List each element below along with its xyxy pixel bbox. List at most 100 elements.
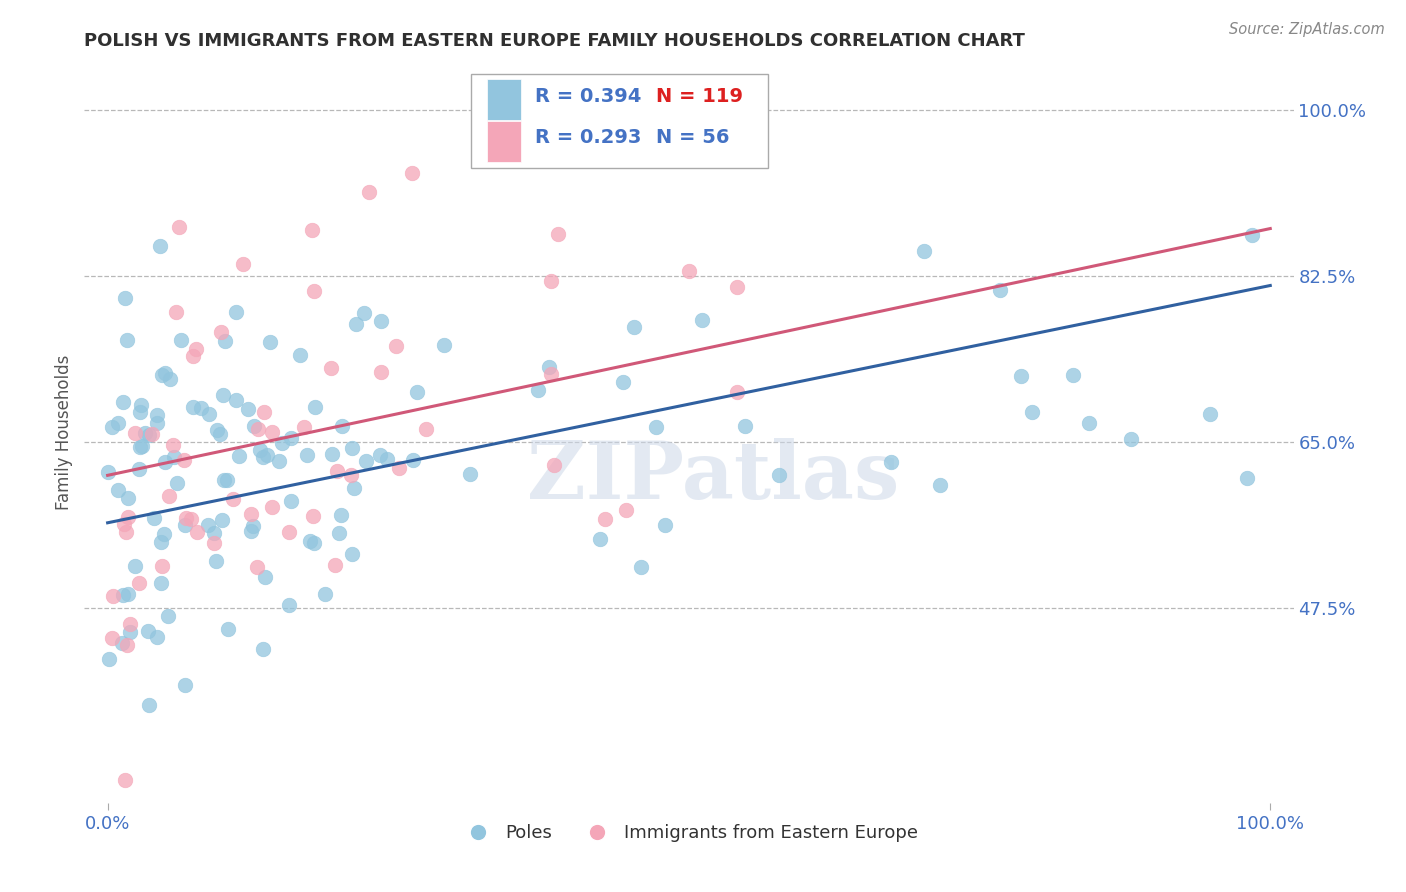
Point bbox=[547, 227, 569, 242]
Point bbox=[173, 453, 195, 467]
Point bbox=[153, 366, 176, 380]
Point bbox=[146, 409, 169, 423]
Point bbox=[302, 508, 325, 523]
Point bbox=[353, 305, 375, 319]
Point bbox=[240, 524, 263, 538]
Point bbox=[388, 461, 411, 475]
Text: R = 0.394: R = 0.394 bbox=[536, 87, 641, 105]
Point bbox=[115, 525, 138, 540]
Text: N = 119: N = 119 bbox=[657, 87, 744, 105]
Point bbox=[343, 481, 366, 495]
Point bbox=[253, 405, 276, 419]
Point bbox=[211, 387, 233, 401]
Point bbox=[167, 220, 190, 235]
Point bbox=[232, 257, 254, 271]
Point bbox=[153, 527, 176, 541]
Point bbox=[252, 642, 274, 657]
Point bbox=[644, 420, 666, 434]
Point bbox=[149, 575, 172, 590]
Point bbox=[246, 422, 269, 436]
FancyBboxPatch shape bbox=[486, 121, 520, 161]
Point bbox=[725, 280, 748, 294]
Point bbox=[120, 625, 142, 640]
Point bbox=[375, 451, 398, 466]
Point bbox=[1021, 404, 1043, 418]
Point bbox=[269, 454, 291, 468]
Point bbox=[211, 513, 233, 527]
Point bbox=[157, 609, 180, 624]
Point bbox=[129, 441, 152, 455]
Point bbox=[340, 547, 363, 561]
Point bbox=[527, 383, 550, 397]
Point bbox=[222, 491, 245, 506]
Point bbox=[401, 166, 423, 180]
Text: Source: ZipAtlas.com: Source: ZipAtlas.com bbox=[1229, 22, 1385, 37]
FancyBboxPatch shape bbox=[486, 79, 520, 120]
Point bbox=[212, 473, 235, 487]
Point bbox=[304, 400, 326, 414]
Point bbox=[242, 519, 264, 533]
Point bbox=[114, 291, 136, 305]
Point bbox=[202, 535, 225, 549]
Point bbox=[112, 517, 135, 532]
Point bbox=[259, 334, 281, 349]
Point bbox=[180, 512, 202, 526]
Point bbox=[145, 417, 167, 431]
Point bbox=[262, 425, 284, 439]
Point bbox=[238, 402, 260, 417]
Point bbox=[131, 439, 153, 453]
Point bbox=[299, 533, 322, 548]
Point bbox=[405, 385, 427, 400]
Point bbox=[254, 570, 277, 584]
Point bbox=[433, 337, 456, 351]
Point bbox=[278, 598, 301, 612]
Point bbox=[124, 558, 146, 573]
Point bbox=[157, 490, 180, 504]
Point bbox=[112, 394, 135, 409]
Point bbox=[115, 333, 138, 347]
Point bbox=[654, 517, 676, 532]
Point bbox=[543, 458, 565, 472]
Point bbox=[460, 467, 482, 481]
Point bbox=[217, 622, 239, 636]
Point bbox=[256, 448, 278, 462]
Point bbox=[136, 624, 159, 638]
Point bbox=[538, 359, 561, 374]
Point bbox=[225, 305, 247, 319]
Point bbox=[368, 448, 391, 462]
Point bbox=[129, 405, 152, 419]
Point bbox=[1062, 368, 1084, 383]
Point bbox=[128, 462, 150, 476]
Point bbox=[678, 264, 700, 278]
Point bbox=[302, 536, 325, 550]
Point bbox=[1198, 408, 1220, 422]
Point bbox=[734, 419, 756, 434]
Point bbox=[186, 343, 208, 357]
Point bbox=[124, 425, 146, 440]
Point bbox=[725, 385, 748, 400]
Point bbox=[174, 517, 197, 532]
Point bbox=[328, 525, 350, 540]
Point bbox=[301, 223, 323, 237]
Point bbox=[326, 464, 349, 478]
Point bbox=[181, 350, 204, 364]
Point bbox=[202, 526, 225, 541]
Point bbox=[217, 473, 239, 487]
Point bbox=[278, 525, 301, 540]
Point bbox=[198, 407, 221, 421]
Point bbox=[107, 483, 129, 498]
Point bbox=[162, 438, 184, 452]
Point bbox=[321, 447, 343, 461]
Point bbox=[190, 401, 212, 416]
Point bbox=[149, 239, 172, 253]
Point bbox=[143, 510, 166, 524]
Point bbox=[384, 339, 406, 353]
Point bbox=[370, 365, 392, 379]
Point bbox=[330, 508, 353, 522]
Point bbox=[344, 317, 367, 331]
Point bbox=[292, 419, 315, 434]
Point bbox=[174, 678, 197, 692]
Point bbox=[163, 450, 186, 464]
Point bbox=[205, 554, 228, 568]
Point bbox=[166, 476, 188, 491]
